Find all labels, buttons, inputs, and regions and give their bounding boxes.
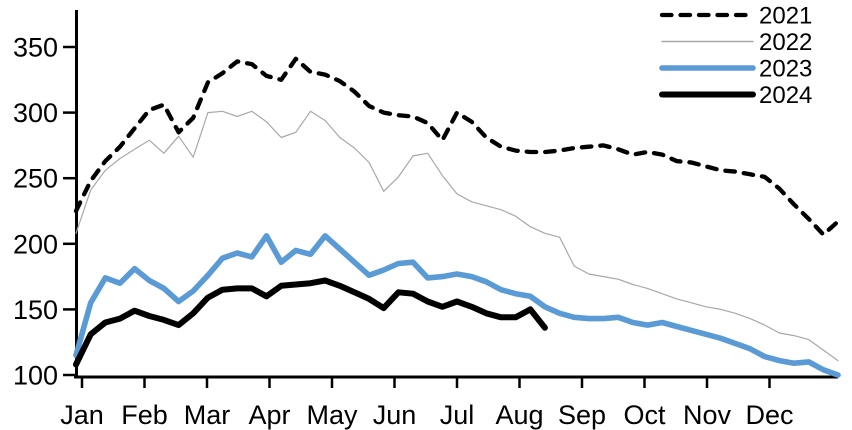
x-tick-label: May xyxy=(306,400,358,430)
x-tick-label: Mar xyxy=(184,400,231,430)
x-tick-label: Aug xyxy=(495,400,543,430)
legend-label-2024: 2024 xyxy=(759,82,812,109)
x-tick-label: Jun xyxy=(373,400,417,430)
y-tick-label: 250 xyxy=(13,164,58,194)
series-line-2023 xyxy=(73,233,841,378)
x-tick-label: Apr xyxy=(248,400,290,430)
y-tick-label: 100 xyxy=(13,361,58,391)
x-tick-label: Jul xyxy=(440,400,475,430)
legend-label-2021: 2021 xyxy=(759,3,812,30)
y-tick-label: 300 xyxy=(13,98,58,128)
x-tick-label: Nov xyxy=(683,400,732,430)
x-tick-label: Feb xyxy=(121,400,168,430)
series-line-2021 xyxy=(73,56,841,237)
x-tick-label: Oct xyxy=(623,400,666,430)
legend-label-2022: 2022 xyxy=(759,29,812,56)
x-tick-label: Jan xyxy=(60,400,104,430)
y-tick-label: 200 xyxy=(13,229,58,259)
y-tick-label: 150 xyxy=(13,295,58,325)
series-line-2022 xyxy=(75,110,839,362)
y-tick-label: 350 xyxy=(13,33,58,63)
legend-label-2023: 2023 xyxy=(759,56,812,83)
x-tick-label: Dec xyxy=(745,400,793,430)
series-line-2024 xyxy=(73,277,548,368)
x-tick-label: Sep xyxy=(558,400,606,430)
